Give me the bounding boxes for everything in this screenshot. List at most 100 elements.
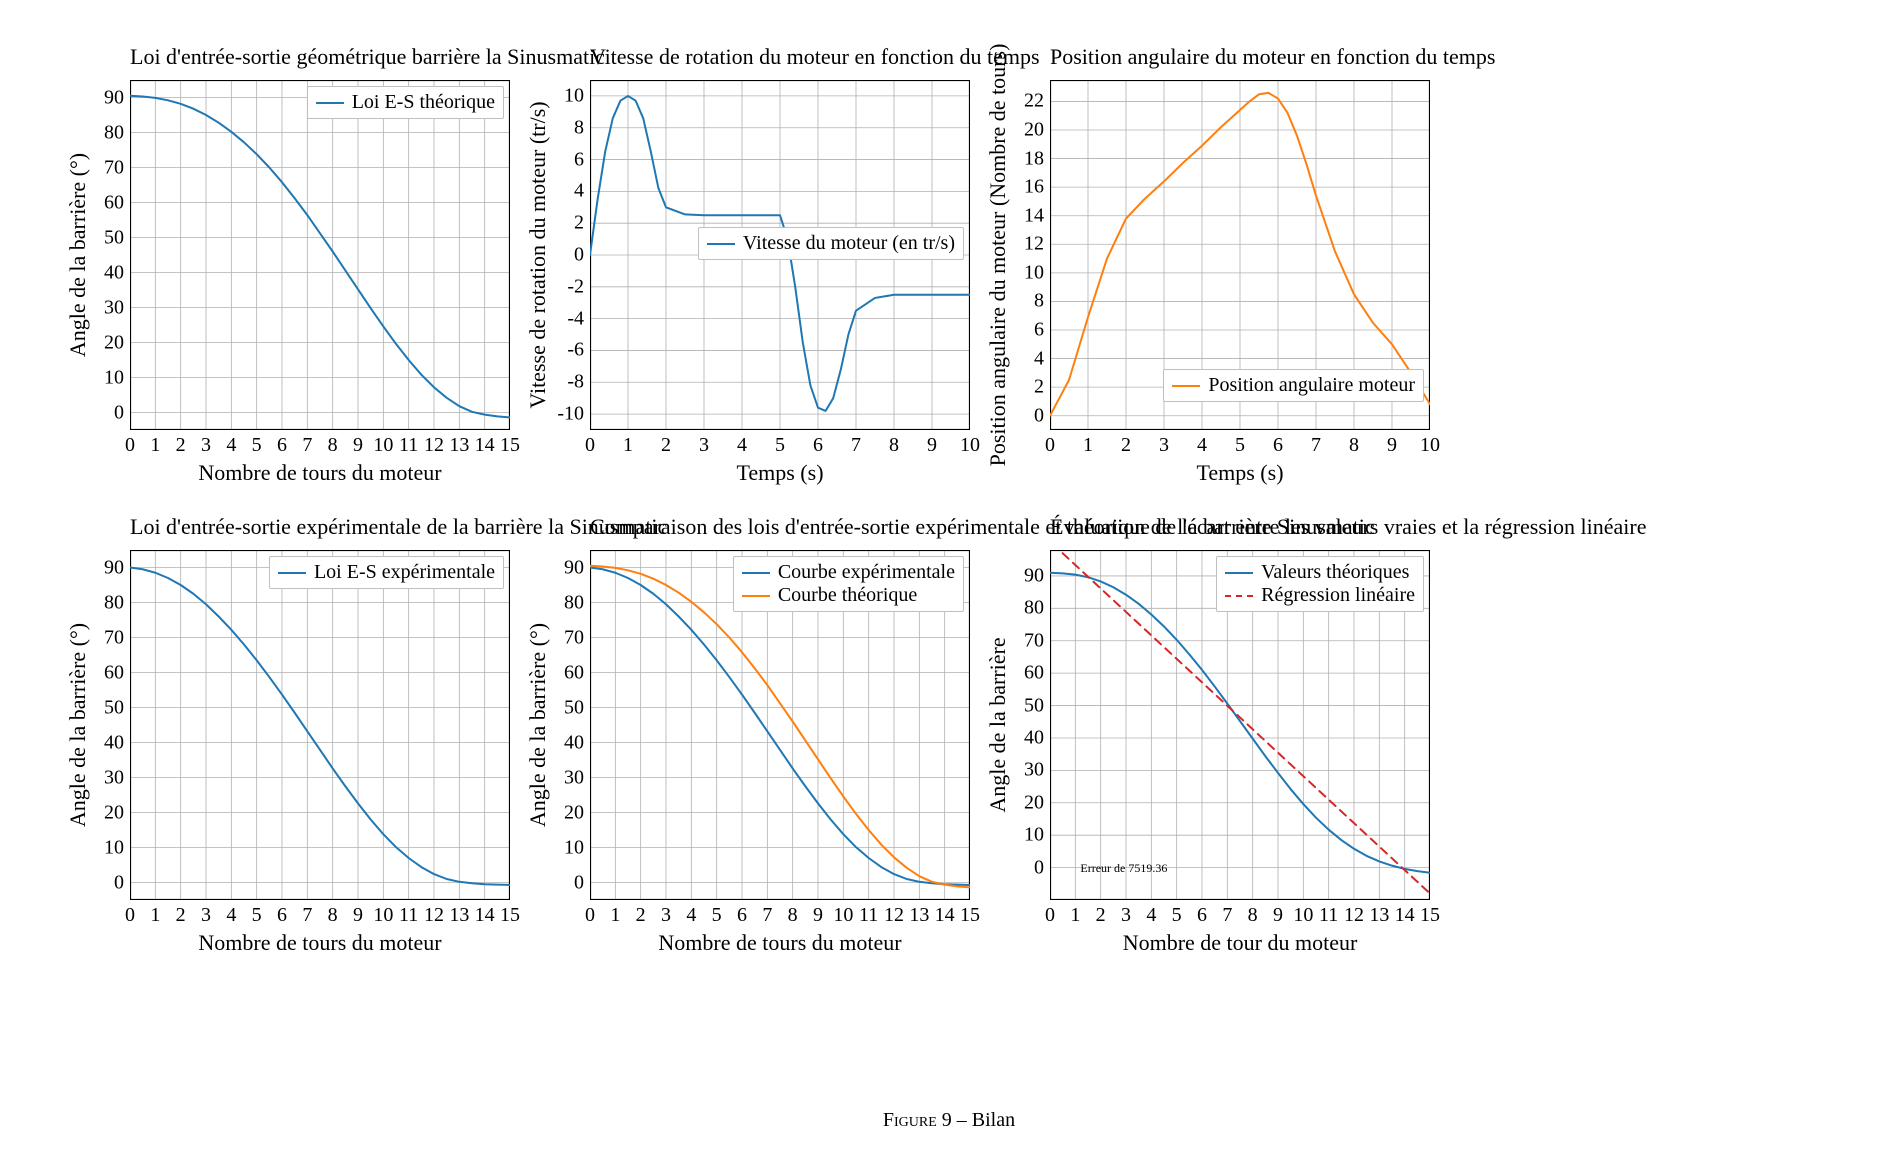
- y-tick-label: 4: [574, 180, 590, 203]
- legend-label: Courbe expérimentale: [778, 561, 955, 584]
- x-tick-label: 6: [737, 900, 747, 927]
- x-tick-label: 1: [623, 430, 633, 457]
- y-tick-label: 60: [1024, 662, 1050, 685]
- x-tick-label: 8: [889, 430, 899, 457]
- y-tick-label: 70: [104, 156, 130, 179]
- y-tick-label: 0: [114, 401, 130, 424]
- y-axis-label: Angle de la barrière: [985, 637, 1011, 812]
- chart-panel-p3: Position angulaire du moteur en fonction…: [1050, 80, 1430, 430]
- x-tick-label: 1: [1083, 430, 1093, 457]
- x-tick-label: 9: [1273, 900, 1283, 927]
- plot-area: [130, 80, 510, 430]
- y-tick-label: 12: [1024, 233, 1050, 256]
- x-axis-label: Nombre de tours du moteur: [130, 460, 510, 486]
- legend-label: Loi E-S expérimentale: [314, 561, 495, 584]
- x-tick-label: 3: [201, 900, 211, 927]
- y-tick-label: 90: [1024, 564, 1050, 587]
- x-tick-label: 15: [500, 430, 520, 457]
- y-tick-label: 0: [574, 244, 590, 267]
- y-tick-label: 70: [564, 626, 590, 649]
- x-tick-label: 0: [585, 900, 595, 927]
- y-tick-label: 30: [104, 766, 130, 789]
- y-tick-label: 2: [1034, 376, 1050, 399]
- x-tick-label: 7: [302, 900, 312, 927]
- panel-title: Position angulaire du moteur en fonction…: [1050, 44, 1430, 70]
- y-tick-label: 50: [564, 696, 590, 719]
- y-tick-label: 4: [1034, 347, 1050, 370]
- y-tick-label: 2: [574, 212, 590, 235]
- y-tick-label: -8: [567, 371, 590, 394]
- legend-item: Courbe théorique: [742, 584, 955, 607]
- y-tick-label: -2: [567, 275, 590, 298]
- x-tick-label: 8: [328, 900, 338, 927]
- y-tick-label: 70: [104, 626, 130, 649]
- y-tick-label: 40: [104, 731, 130, 754]
- x-tick-label: 14: [935, 900, 955, 927]
- x-tick-label: 2: [1121, 430, 1131, 457]
- legend-item: Vitesse du moteur (en tr/s): [707, 232, 955, 255]
- y-tick-label: 80: [1024, 597, 1050, 620]
- x-tick-label: 4: [1197, 430, 1207, 457]
- x-tick-label: 11: [399, 900, 418, 927]
- legend-swatch: [742, 572, 770, 574]
- y-axis-label: Angle de la barrière (°): [65, 153, 91, 357]
- x-tick-label: 8: [328, 430, 338, 457]
- figure-container: Loi d'entrée-sortie géométrique barrière…: [0, 0, 1898, 1156]
- x-tick-label: 9: [813, 900, 823, 927]
- y-tick-label: 80: [564, 591, 590, 614]
- x-tick-label: 5: [1172, 900, 1182, 927]
- y-tick-label: 0: [1034, 856, 1050, 879]
- x-tick-label: 0: [125, 430, 135, 457]
- plot-area: [130, 550, 510, 900]
- x-tick-label: 10: [373, 430, 393, 457]
- y-tick-label: 40: [1024, 726, 1050, 749]
- x-tick-label: 7: [302, 430, 312, 457]
- y-tick-label: 22: [1024, 90, 1050, 113]
- x-tick-label: 15: [960, 900, 980, 927]
- x-tick-label: 12: [1344, 900, 1364, 927]
- x-tick-label: 2: [1096, 900, 1106, 927]
- chart-panel-p6: Évaluation de l'écart entre les valeurs …: [1050, 550, 1430, 900]
- y-axis-label: Position angulaire du moteur (Nombre de …: [985, 44, 1011, 467]
- legend-swatch: [278, 572, 306, 574]
- x-tick-label: 3: [1121, 900, 1131, 927]
- chart-panel-p4: Loi d'entrée-sortie expérimentale de la …: [130, 550, 510, 900]
- y-tick-label: 0: [114, 871, 130, 894]
- y-tick-label: 6: [574, 148, 590, 171]
- y-tick-label: 90: [104, 556, 130, 579]
- x-tick-label: 6: [1197, 900, 1207, 927]
- y-tick-label: 10: [104, 836, 130, 859]
- x-tick-label: 9: [353, 900, 363, 927]
- y-tick-label: 30: [104, 296, 130, 319]
- legend: Valeurs théoriquesRégression linéaire: [1216, 556, 1424, 612]
- legend-label: Régression linéaire: [1261, 584, 1415, 607]
- x-tick-label: 10: [960, 430, 980, 457]
- x-tick-label: 1: [150, 900, 160, 927]
- x-tick-label: 11: [399, 430, 418, 457]
- legend-item: Loi E-S expérimentale: [278, 561, 495, 584]
- y-tick-label: 10: [564, 84, 590, 107]
- legend-swatch: [1225, 595, 1253, 597]
- legend: Vitesse du moteur (en tr/s): [698, 227, 964, 260]
- y-tick-label: 20: [564, 801, 590, 824]
- x-tick-label: 3: [1159, 430, 1169, 457]
- x-tick-label: 5: [712, 900, 722, 927]
- caption-text: Bilan: [972, 1109, 1015, 1131]
- x-tick-label: 13: [909, 900, 929, 927]
- annotation-text: Erreur de 7519.36: [1080, 861, 1167, 876]
- x-tick-label: 2: [661, 430, 671, 457]
- legend-label: Vitesse du moteur (en tr/s): [743, 232, 955, 255]
- x-tick-label: 6: [1273, 430, 1283, 457]
- x-tick-label: 4: [226, 900, 236, 927]
- legend-item: Courbe expérimentale: [742, 561, 955, 584]
- y-tick-label: 20: [104, 801, 130, 824]
- x-tick-label: 10: [373, 900, 393, 927]
- legend-swatch: [1225, 572, 1253, 574]
- y-tick-label: 80: [104, 591, 130, 614]
- y-tick-label: 16: [1024, 176, 1050, 199]
- x-tick-label: 5: [1235, 430, 1245, 457]
- y-tick-label: 10: [1024, 261, 1050, 284]
- x-tick-label: 4: [686, 900, 696, 927]
- legend: Loi E-S théorique: [307, 86, 504, 119]
- x-tick-label: 10: [1420, 430, 1440, 457]
